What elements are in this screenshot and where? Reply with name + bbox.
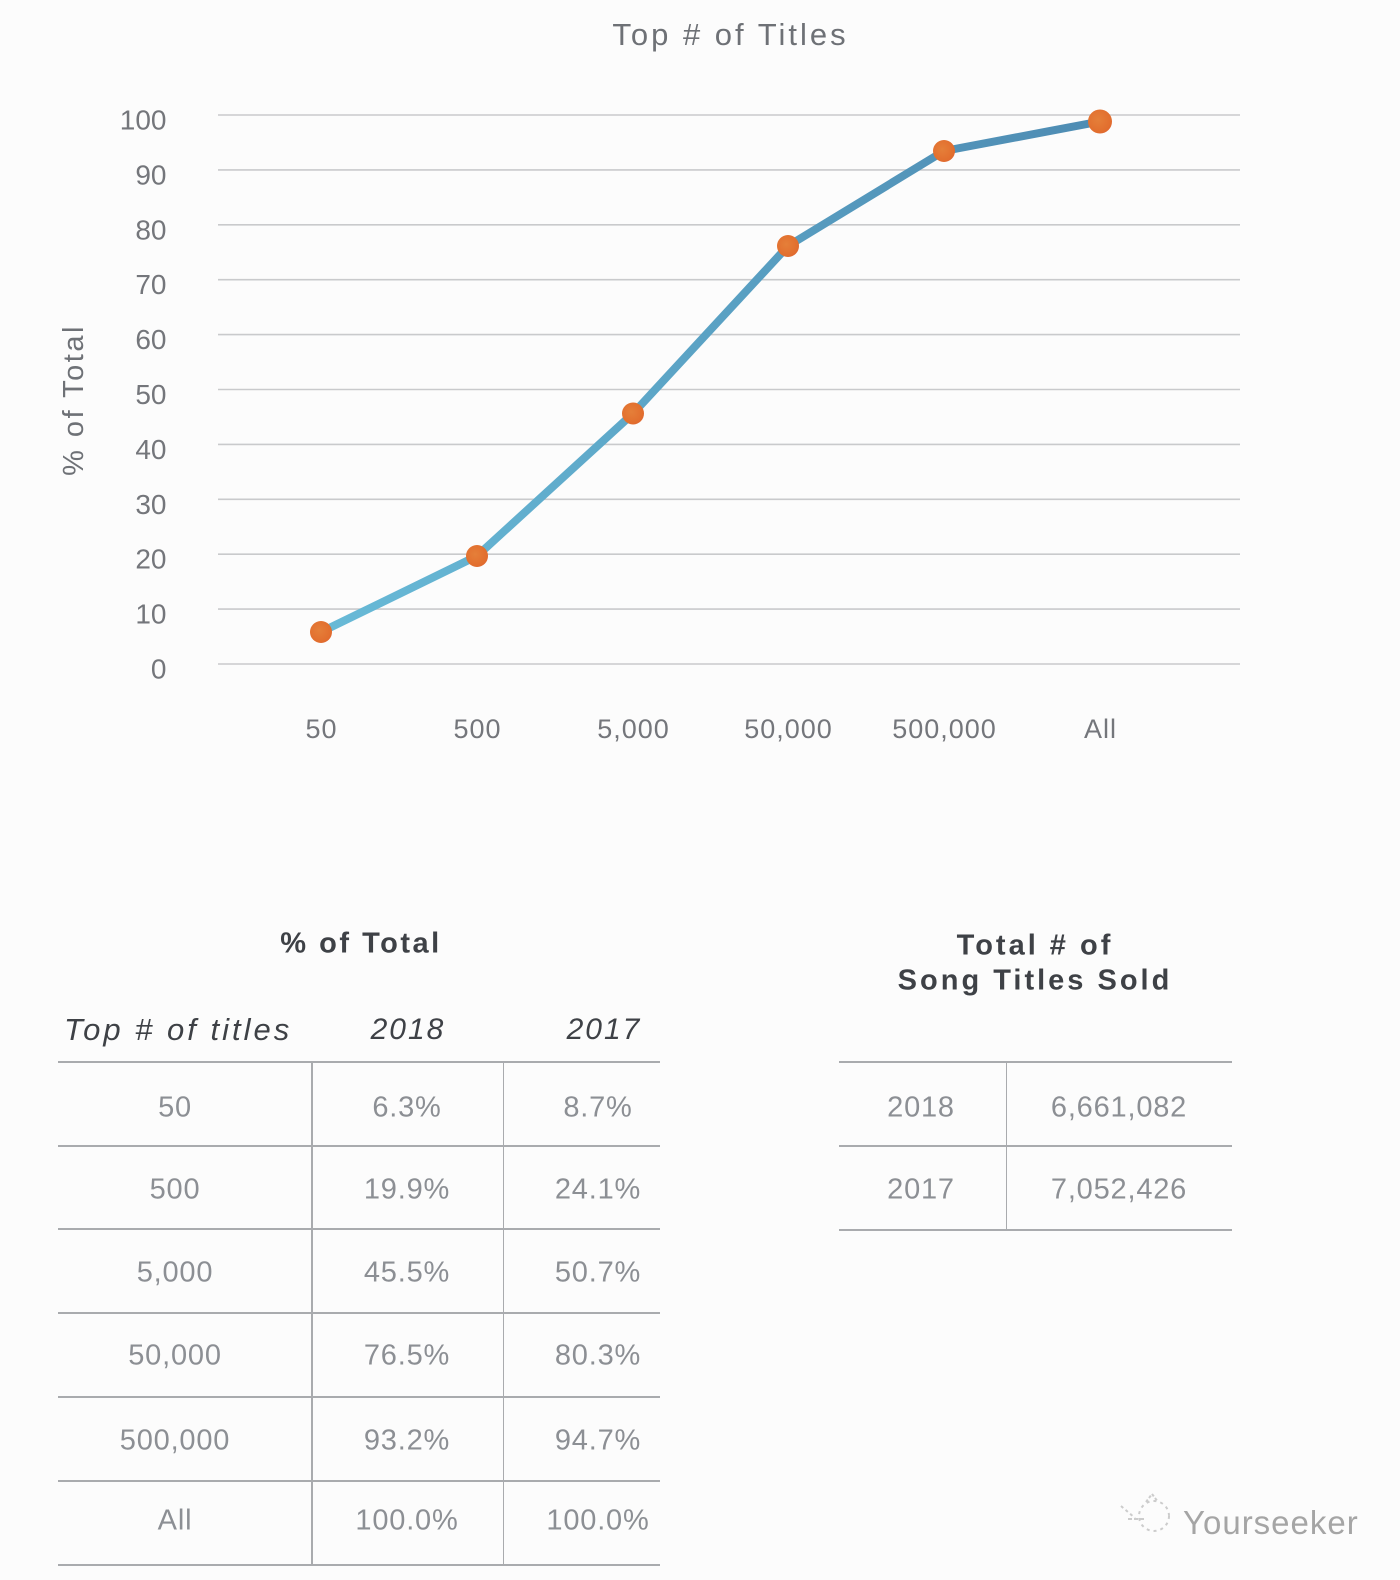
svg-text:50: 50 (305, 714, 337, 744)
svg-text:5,000: 5,000 (597, 714, 670, 744)
svg-text:100: 100 (120, 105, 167, 136)
svg-text:500: 500 (453, 714, 501, 744)
svg-text:40: 40 (135, 434, 166, 465)
svg-text:20: 20 (135, 544, 166, 575)
svg-text:70: 70 (135, 269, 166, 300)
svg-text:500,000: 500,000 (892, 714, 997, 744)
svg-text:30: 30 (135, 489, 166, 520)
svg-text:60: 60 (135, 324, 166, 355)
svg-text:Top # of Titles: Top # of Titles (612, 17, 848, 52)
svg-text:10: 10 (135, 599, 166, 630)
svg-text:90: 90 (135, 159, 166, 190)
svg-text:% of Total: % of Total (58, 324, 90, 476)
svg-text:0: 0 (151, 654, 167, 685)
svg-text:All: All (1084, 714, 1117, 744)
svg-text:80: 80 (135, 214, 166, 245)
svg-text:50,000: 50,000 (744, 714, 833, 744)
svg-text:Yourseeker: Yourseeker (1183, 1504, 1359, 1541)
svg-text:50: 50 (135, 379, 166, 410)
